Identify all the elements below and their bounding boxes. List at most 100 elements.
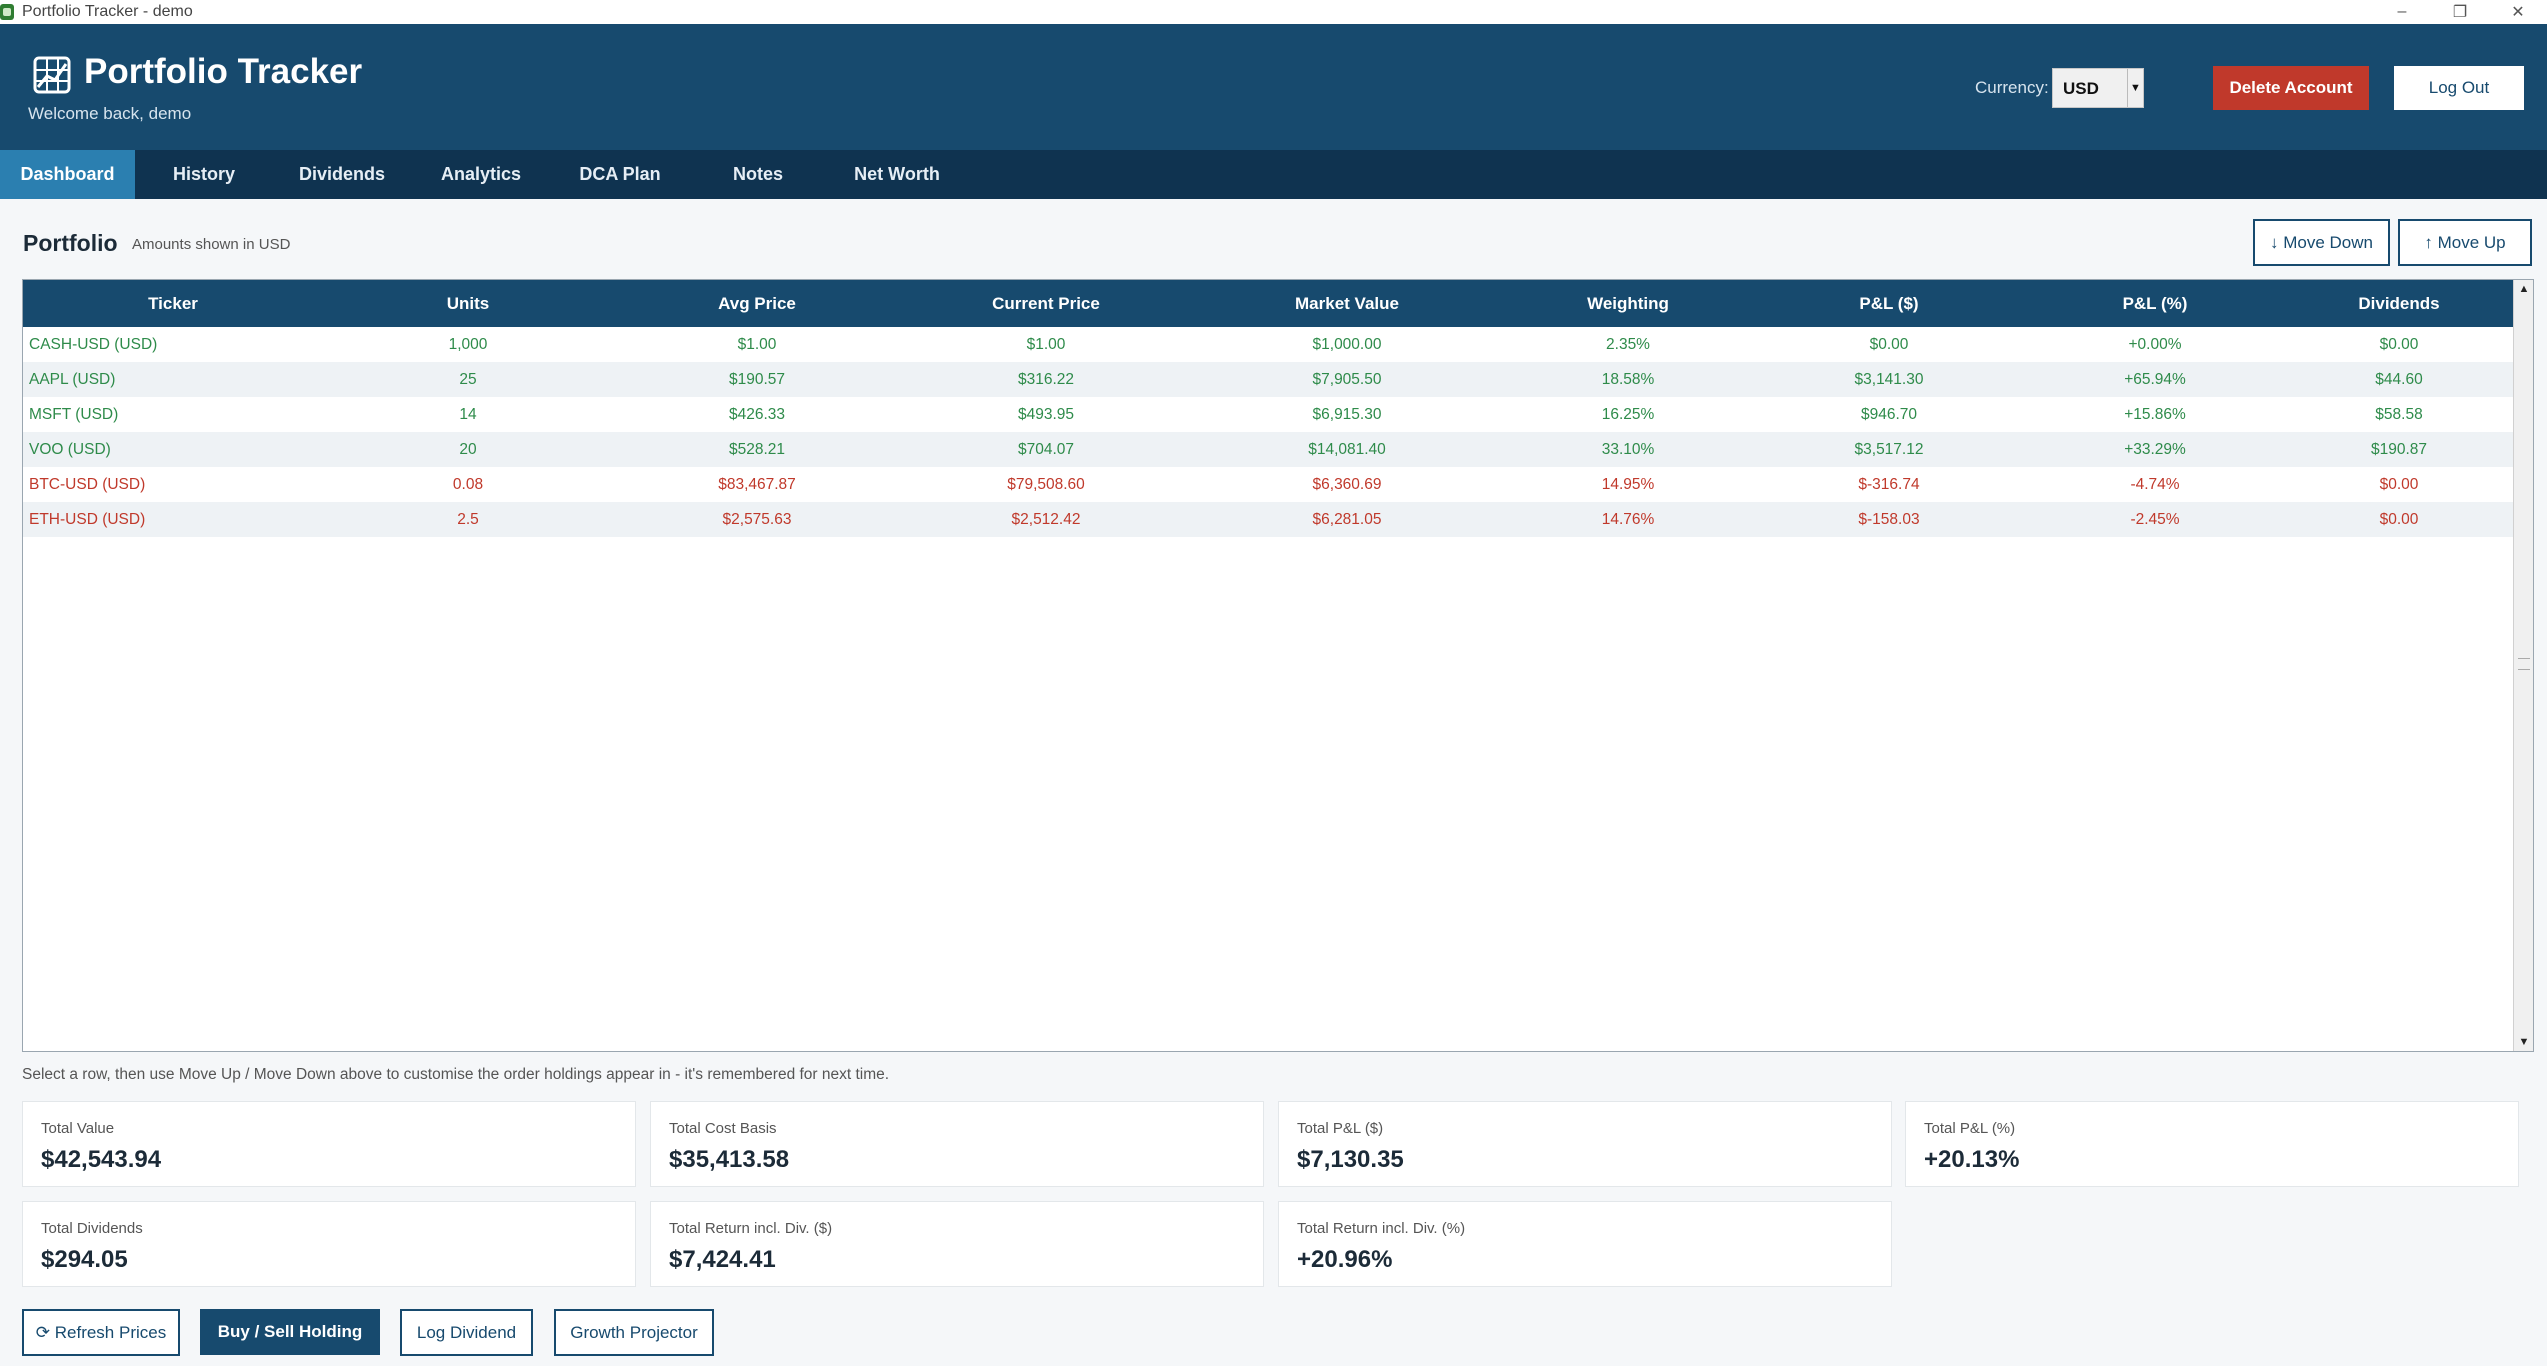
table-cell: 2.5 bbox=[323, 502, 613, 537]
table-cell: +15.86% bbox=[2124, 405, 2186, 423]
log-out-button[interactable]: Log Out bbox=[2394, 66, 2524, 110]
card-value: $7,130.35 bbox=[1297, 1146, 1404, 1173]
close-icon[interactable]: ✕ bbox=[2511, 4, 2525, 21]
table-cell: +33.29% bbox=[2025, 432, 2285, 467]
chart-grid-icon bbox=[33, 56, 71, 94]
card-value: +20.96% bbox=[1297, 1246, 1393, 1273]
table-row[interactable]: AAPL (USD) 25 $190.57 $316.22 $7,905.50 18.58… bbox=[23, 362, 2513, 397]
app-header: Portfolio Tracker Welcome back, demo Cur… bbox=[0, 24, 2547, 150]
tab-dashboard[interactable]: Dashboard bbox=[0, 150, 135, 199]
card-value: $42,543.94 bbox=[41, 1146, 162, 1173]
table-cell: $190.57 bbox=[613, 362, 901, 397]
table-cell: $-158.03 bbox=[1753, 502, 2025, 537]
table-cell: $3,517.12 bbox=[1753, 432, 2025, 467]
table-cell: $3,141.30 bbox=[1753, 362, 2025, 397]
table-cell: $1,000.00 bbox=[1312, 335, 1382, 353]
summary-card-total-pnl-percent: Total P&L (%) +20.13% bbox=[1905, 1101, 2519, 1187]
summary-card-total-pnl: Total P&L ($) $7,130.35 bbox=[1278, 1101, 1892, 1187]
summary-card-total-return-percent: Total Return incl. Div. (%) +20.96% bbox=[1278, 1201, 1892, 1287]
welcome-message: Welcome back, demo bbox=[28, 104, 192, 123]
table-cell: -2.45% bbox=[2025, 502, 2285, 537]
card-label: Total P&L ($) bbox=[1297, 1120, 1384, 1137]
table-cell: $58.58 bbox=[2375, 405, 2423, 423]
table-cell: $1.00 bbox=[1026, 335, 1066, 353]
table-cell: +65.94% bbox=[2025, 362, 2285, 397]
scroll-up-icon[interactable]: ▲ bbox=[2518, 283, 2530, 295]
table-row[interactable]: MSFT (USD) 14 $426.33 $493.95 $6,915.30 16.25… bbox=[23, 397, 2513, 432]
table-cell: 16.25% bbox=[1601, 405, 1655, 423]
table-cell: +0.00% bbox=[2128, 335, 2182, 353]
table-cell: ETH-USD (USD) bbox=[23, 502, 323, 537]
table-cell: 25 bbox=[323, 362, 613, 397]
currency-value: USD bbox=[2063, 79, 2099, 98]
table-cell: $1.00 bbox=[737, 335, 777, 353]
holdings-table[interactable]: Ticker Units Avg Price Current Price Mar… bbox=[22, 279, 2534, 1052]
tab-dca-plan[interactable]: DCA Plan bbox=[579, 164, 661, 184]
vertical-scrollbar[interactable]: ▲ ▼ bbox=[2513, 280, 2533, 1051]
column-header[interactable]: Units bbox=[323, 280, 613, 327]
app-title: Portfolio Tracker bbox=[84, 52, 363, 91]
currency-label: Currency: bbox=[1975, 78, 2049, 97]
table-cell: 1,000 bbox=[448, 335, 488, 353]
table-row[interactable]: CASH-USD (USD) 1,000 $1.00 $1.00 $1,000.00 2.… bbox=[23, 327, 2513, 362]
column-header[interactable]: Weighting bbox=[1503, 280, 1753, 327]
table-cell: $0.00 bbox=[2379, 475, 2419, 493]
chevron-down-icon[interactable]: ▼ bbox=[2127, 69, 2143, 107]
reorder-hint: Select a row, then use Move Up / Move Do… bbox=[22, 1066, 890, 1083]
table-cell: -4.74% bbox=[2130, 475, 2180, 493]
summary-card-total-dividends: Total Dividends $294.05 bbox=[22, 1201, 636, 1287]
table-cell: $426.33 bbox=[728, 405, 786, 423]
column-header[interactable]: Dividends bbox=[2285, 280, 2513, 327]
table-header-row: Ticker Units Avg Price Current Price Mar… bbox=[23, 280, 2513, 327]
table-cell: 14.76% bbox=[1503, 502, 1753, 537]
table-cell: $83,467.87 bbox=[718, 475, 796, 493]
column-header[interactable]: Avg Price bbox=[613, 280, 901, 327]
tab-notes[interactable]: Notes bbox=[732, 164, 783, 184]
table-cell: 33.10% bbox=[1503, 432, 1753, 467]
app-icon bbox=[0, 4, 14, 20]
main-tabs: Dashboard History Dividends Analytics DC… bbox=[0, 150, 2547, 199]
table-cell: AAPL (USD) bbox=[23, 362, 323, 397]
table-cell: VOO (USD) bbox=[23, 432, 323, 467]
scroll-down-icon[interactable]: ▼ bbox=[2518, 1036, 2530, 1048]
table-cell: CASH-USD (USD) bbox=[29, 335, 158, 353]
summary-card-total-return: Total Return incl. Div. ($) $7,424.41 bbox=[650, 1201, 1264, 1287]
move-down-button[interactable]: ↓ Move Down bbox=[2253, 219, 2390, 266]
table-cell: $704.07 bbox=[901, 432, 1191, 467]
tab-analytics[interactable]: Analytics bbox=[440, 164, 522, 184]
column-header[interactable]: Current Price bbox=[901, 280, 1191, 327]
table-cell: $6,915.30 bbox=[1312, 405, 1382, 423]
table-row[interactable]: ETH-USD (USD) 2.5 $2,575.63 $2,512.42 $6,281… bbox=[23, 502, 2513, 537]
tab-history[interactable]: History bbox=[172, 164, 235, 184]
tab-dividends[interactable]: Dividends bbox=[298, 164, 386, 184]
move-up-button[interactable]: ↑ Move Up bbox=[2398, 219, 2532, 266]
summary-card-total-cost-basis: Total Cost Basis $35,413.58 bbox=[650, 1101, 1264, 1187]
table-cell: $-316.74 bbox=[1858, 475, 1920, 493]
restore-icon[interactable]: ❐ bbox=[2452, 4, 2468, 21]
currency-select[interactable]: USD ▼ bbox=[2052, 68, 2144, 108]
column-header[interactable]: Market Value bbox=[1191, 280, 1503, 327]
table-cell: 18.58% bbox=[1503, 362, 1753, 397]
refresh-prices-button[interactable]: ⟳ Refresh Prices bbox=[22, 1309, 180, 1356]
table-cell: $528.21 bbox=[613, 432, 901, 467]
tab-net-worth[interactable]: Net Worth bbox=[854, 164, 940, 184]
holdings-grid: Ticker Units Avg Price Current Price Mar… bbox=[23, 280, 2513, 537]
portfolio-subtitle: Amounts shown in USD bbox=[132, 236, 291, 253]
table-cell: 20 bbox=[323, 432, 613, 467]
column-header[interactable]: P&L (%) bbox=[2025, 280, 2285, 327]
table-row[interactable]: BTC-USD (USD) 0.08 $83,467.87 $79,508.60 $6,… bbox=[23, 467, 2513, 502]
delete-account-button[interactable]: Delete Account bbox=[2213, 66, 2369, 110]
column-header[interactable]: Ticker bbox=[23, 280, 323, 327]
log-dividend-button[interactable]: Log Dividend bbox=[400, 1309, 533, 1356]
table-cell: 14.95% bbox=[1601, 475, 1655, 493]
growth-projector-button[interactable]: Growth Projector bbox=[554, 1309, 714, 1356]
buy-sell-holding-button[interactable]: Buy / Sell Holding bbox=[200, 1309, 380, 1355]
column-header[interactable]: P&L ($) bbox=[1753, 280, 2025, 327]
scroll-grip[interactable] bbox=[2518, 658, 2530, 670]
summary-card-total-value: Total Value $42,543.94 bbox=[22, 1101, 636, 1187]
card-label: Total Return incl. Div. ($) bbox=[669, 1220, 833, 1237]
card-value: $35,413.58 bbox=[669, 1146, 790, 1173]
minimize-icon[interactable]: – bbox=[2397, 3, 2407, 20]
table-cell: 2.35% bbox=[1606, 335, 1650, 353]
table-row[interactable]: VOO (USD) 20 $528.21 $704.07 $14,081.40 33.10… bbox=[23, 432, 2513, 467]
